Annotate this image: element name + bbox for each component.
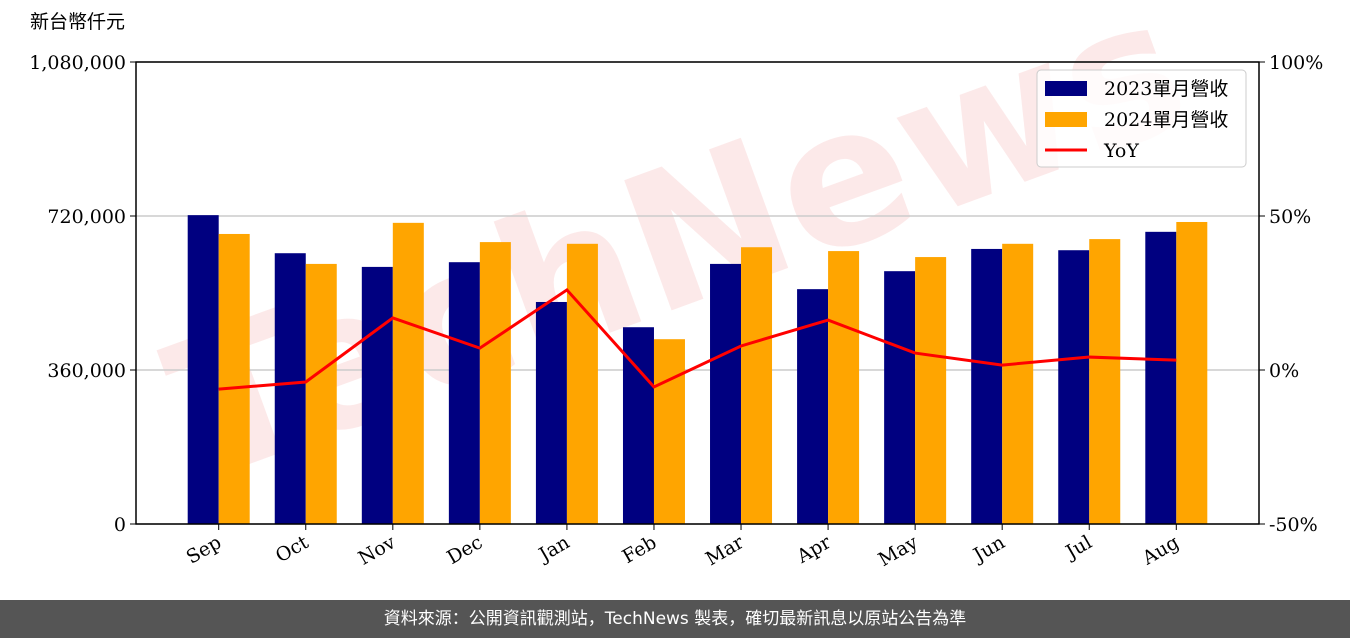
bar [1089, 239, 1121, 524]
y2-tick-label: 0% [1269, 360, 1299, 382]
bar [1002, 243, 1034, 525]
bar [535, 301, 567, 524]
y-axis-unit: 新台幣仟元 [30, 11, 125, 33]
bar [479, 242, 511, 524]
legend-label: 2024單月營收 [1104, 109, 1228, 131]
x-tick-label: Apr [792, 531, 835, 568]
y-tick-label: 1,080,000 [29, 52, 126, 74]
x-tick-label: Jul [1061, 531, 1096, 564]
bar [1145, 231, 1177, 525]
bar [305, 263, 337, 524]
x-tick-label: Mar [702, 531, 748, 570]
x-tick-label: Dec [443, 531, 486, 569]
y2-tick-label: 50% [1269, 206, 1311, 228]
bar [741, 247, 773, 524]
bar [884, 271, 916, 524]
y2-tick-label: -50% [1269, 514, 1318, 536]
x-tick-label: Jan [534, 531, 574, 567]
x-tick-label: Jun [968, 531, 1009, 567]
bar [828, 251, 860, 525]
legend-box [1036, 69, 1247, 168]
bar [971, 248, 1003, 524]
yoy-line [218, 287, 1177, 391]
x-tick-label: Oct [272, 531, 313, 567]
bar [566, 243, 598, 525]
y2-tick-label: 100% [1269, 52, 1323, 74]
x-tick-label: Nov [355, 531, 400, 570]
legend-label: YoY [1103, 140, 1139, 162]
bar [710, 263, 742, 524]
bar [448, 262, 480, 524]
x-tick-label: Aug [1138, 531, 1183, 570]
bar [915, 257, 947, 524]
bar [392, 222, 424, 524]
y-tick-label: 0 [114, 514, 126, 536]
chart: 新台幣仟元 TechNews 0360,000720,0001,080,000-… [29, 0, 1323, 571]
x-tick-label: May [875, 531, 922, 571]
bar [1058, 250, 1090, 524]
y-tick-label: 720,000 [47, 206, 126, 228]
legend-swatch [1045, 81, 1087, 96]
x-tick-label: Sep [183, 531, 226, 568]
legend-swatch [1045, 112, 1087, 127]
bar [1176, 221, 1208, 524]
y-tick-label: 360,000 [47, 360, 126, 382]
legend-label: 2023單月營收 [1104, 78, 1228, 100]
bar [187, 215, 219, 524]
x-tick-label: Feb [619, 531, 661, 568]
bar [361, 266, 393, 524]
plot-frame [135, 61, 1260, 525]
bar [218, 233, 250, 524]
footer: 資料來源：公開資訊觀測站，TechNews 製表，確切最新訊息以原站公告為準 [0, 600, 1350, 638]
bar [653, 339, 685, 524]
bar [274, 253, 306, 524]
